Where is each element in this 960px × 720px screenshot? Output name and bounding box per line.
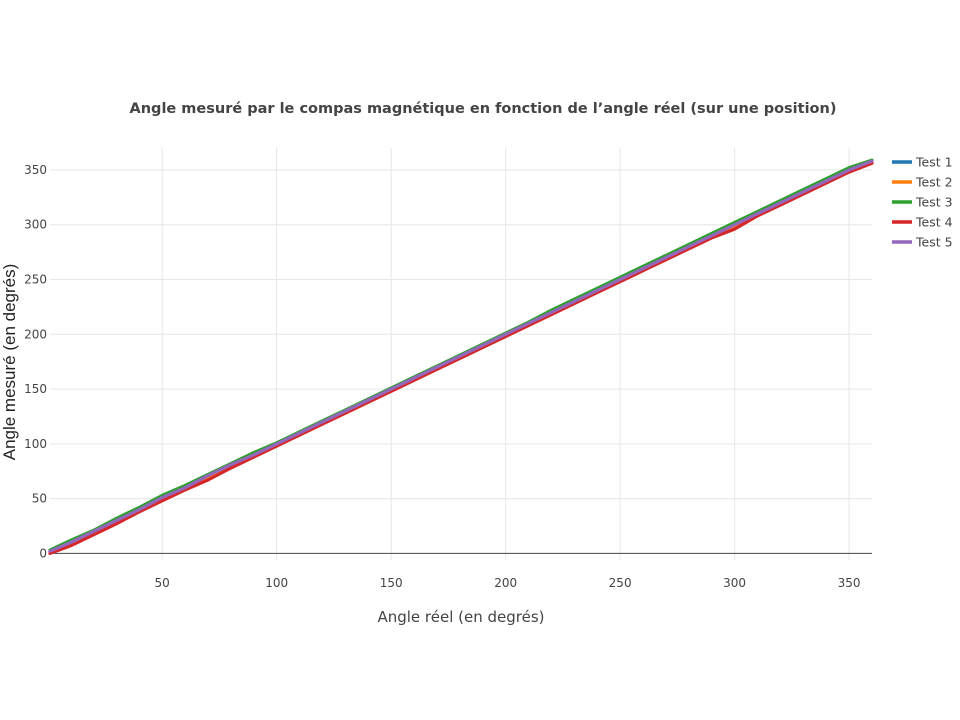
legend-label: Test 1 — [915, 155, 953, 170]
x-tick-label: 200 — [494, 576, 517, 590]
y-tick-label: 0 — [39, 546, 47, 560]
x-tick-label: 50 — [155, 576, 170, 590]
y-tick-label: 250 — [24, 272, 47, 286]
legend-label: Test 3 — [915, 195, 953, 210]
x-tick-label: 150 — [380, 576, 403, 590]
legend-label: Test 5 — [915, 235, 953, 250]
x-tick-label: 350 — [838, 576, 861, 590]
x-axis-label: Angle réel (en degrés) — [377, 608, 544, 626]
y-tick-label: 350 — [24, 163, 47, 177]
legend-label: Test 2 — [915, 175, 953, 190]
y-tick-label: 300 — [24, 218, 47, 232]
series-line-4 — [48, 161, 874, 556]
x-tick-label: 300 — [723, 576, 746, 590]
y-tick-label: 100 — [24, 437, 47, 451]
y-tick-label: 200 — [24, 327, 47, 341]
y-tick-label: 150 — [24, 382, 47, 396]
legend: Test 1 Test 2 Test 3 Test 4 Test 5 — [892, 155, 953, 250]
y-tick-label: 50 — [32, 492, 47, 506]
y-axis-ticks: 0 50 100 150 200 250 300 350 — [24, 163, 47, 561]
legend-label: Test 4 — [915, 215, 953, 230]
chart-title: Angle mesuré par le compas magnétique en… — [130, 101, 837, 117]
y-axis-label: Angle mesuré (en degrés) — [0, 264, 19, 461]
x-tick-label: 100 — [265, 576, 288, 590]
x-tick-label: 250 — [609, 576, 632, 590]
series-lines — [48, 158, 874, 556]
series-line-5 — [48, 159, 874, 553]
x-axis-ticks: 50 100 150 200 250 300 350 — [155, 576, 861, 590]
